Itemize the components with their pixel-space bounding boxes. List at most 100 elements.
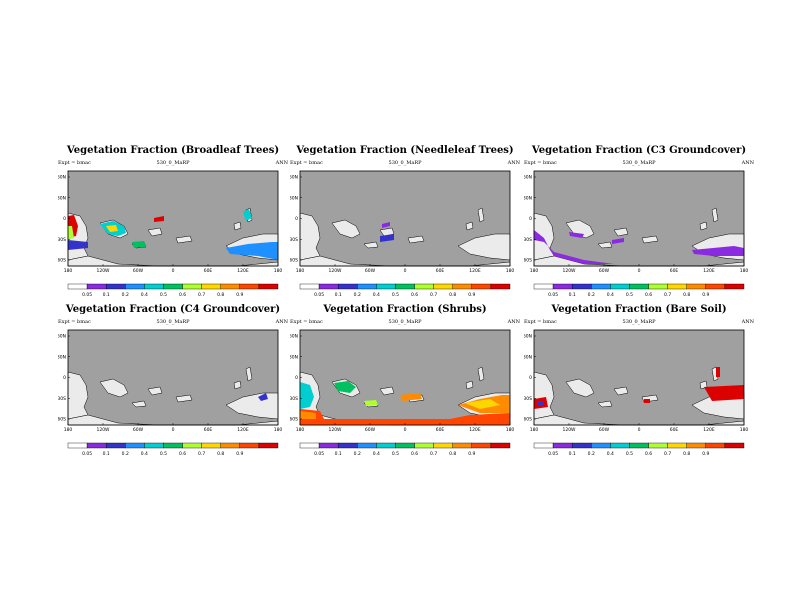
colorbar-tick-label: 0.6 (645, 451, 652, 457)
lat-tick-label: 60S (290, 417, 298, 423)
lon-tick-label: 120E (237, 427, 249, 432)
colorbar-swatch (591, 283, 611, 290)
colorbar-tick-label: 0.5 (160, 292, 167, 298)
colorbar-swatch (705, 283, 726, 290)
case-label: 530_0_MaRP (622, 319, 656, 325)
vegetation-fraction-region (106, 225, 118, 232)
land-region (711, 207, 719, 223)
colorbar-tick-label: 0.4 (141, 292, 148, 298)
lon-tick-label: 0 (404, 427, 407, 432)
vegetation-fraction-region (258, 393, 268, 401)
case-label: 530_0_MaRP (156, 319, 190, 325)
lon-tick-label: 0 (172, 427, 175, 432)
colorbar-tick-label: 0.6 (411, 292, 418, 298)
vegetation-fraction-region (364, 400, 378, 406)
colorbar: 0.05 0.1 0.2 0.4 0.5 0.6 0.7 0.8 0.9 (299, 283, 511, 298)
map-panel-shrubs: Vegetation Fraction (Shrubs) Expt = bmac 5… (290, 304, 520, 464)
colorbar-tick-label: 0.8 (449, 451, 456, 457)
colorbar-tick-label: 0.7 (430, 292, 437, 298)
lat-tick-label: 0 (63, 375, 66, 381)
colorbar-tick-label: 0.6 (179, 292, 186, 298)
colorbar-swatch (163, 283, 183, 290)
colorbar-tick-label: 0.8 (217, 451, 224, 457)
colorbar: 0.05 0.1 0.2 0.4 0.5 0.6 0.7 0.8 0.9 (533, 442, 745, 457)
colorbar-swatch (337, 442, 358, 449)
colorbar-tick-label: 0.8 (217, 292, 224, 298)
colorbar-tick-label: 0.7 (664, 451, 671, 457)
lon-tick-label: 180 (530, 268, 539, 273)
lat-tick-label: 30N (524, 195, 532, 201)
lat-tick-label: 60N (524, 175, 532, 181)
vegetation-fraction-region (132, 241, 146, 248)
lat-tick-label: 0 (529, 375, 532, 381)
colorbar-tick-label: 0.05 (314, 451, 324, 457)
colorbar-tick-label: 0.6 (411, 451, 418, 457)
colorbar-swatch (667, 442, 687, 449)
vegetation-fraction-region (320, 413, 510, 419)
lon-tick-label: 0 (172, 268, 175, 273)
vegetation-fraction-region (534, 230, 614, 264)
colorbar-tick-label: 0.2 (354, 292, 361, 298)
lon-tick-label: 60E (670, 268, 679, 273)
colorbar-tick-label: 0.4 (141, 451, 148, 457)
colorbar-swatch (667, 283, 687, 290)
lon-tick-label: 120W (328, 268, 342, 273)
lon-tick-label: 0 (638, 427, 641, 432)
season-label: ANN (507, 319, 520, 325)
map-panel-c3: Vegetation Fraction (C3 Groundcover) Expt… (524, 145, 754, 305)
colorbar-swatch (414, 283, 434, 290)
lon-tick-label: 180 (530, 427, 539, 432)
colorbar: 0.05 0.1 0.2 0.4 0.5 0.6 0.7 0.8 0.9 (67, 283, 279, 298)
colorbar-swatch (490, 283, 511, 290)
land-region (175, 235, 193, 244)
lon-tick-label: 0 (638, 268, 641, 273)
colorbar-swatch (125, 283, 145, 290)
lat-tick-label: 60S (290, 258, 298, 264)
colorbar-swatch (357, 442, 377, 449)
colorbar-tick-label: 0.2 (588, 292, 595, 298)
map-panel-c4: Vegetation Fraction (C4 Groundcover) Expt… (58, 304, 288, 464)
land-region (597, 400, 613, 408)
map-plot: 60N 30N 0 30S 60S 180 120W 60W 0 60E 120E 180 (290, 329, 514, 432)
colorbar-swatch (686, 283, 707, 290)
colorbar-swatch (357, 283, 377, 290)
colorbar-swatch (67, 283, 88, 290)
colorbar-tick-label: 0.4 (373, 292, 380, 298)
season-label: ANN (741, 160, 754, 166)
colorbar-tick-label: 0.4 (607, 451, 614, 457)
map-plot: 60N 30N 0 30S 60S 180 120W 60W 0 60E 120E 180 (524, 329, 748, 432)
colorbar-swatch (299, 442, 320, 449)
lon-tick-label: 60W (599, 268, 610, 273)
experiment-label: Expt = bmac (524, 160, 557, 166)
lon-tick-label: 60E (204, 268, 213, 273)
colorbar-swatch (201, 283, 221, 290)
vegetation-fraction-region (68, 240, 88, 250)
lon-tick-label: 0 (404, 268, 407, 273)
colorbar-swatch (337, 283, 358, 290)
colorbar: 0.05 0.1 0.2 0.4 0.5 0.6 0.7 0.8 0.9 (533, 283, 745, 298)
colorbar-tick-label: 0.1 (569, 451, 576, 457)
land-region (379, 386, 395, 396)
lon-tick-label: 180 (64, 268, 73, 273)
colorbar-tick-label: 0.05 (314, 292, 324, 298)
colorbar-tick-label: 0.8 (449, 292, 456, 298)
lat-tick-label: 30S (290, 396, 298, 402)
colorbar-swatch (395, 283, 415, 290)
case-label: 530_0_MaRP (388, 319, 422, 325)
colorbar-swatch (182, 442, 202, 449)
colorbar-tick-label: 0.7 (430, 451, 437, 457)
colorbar-tick-label: 0.1 (103, 292, 110, 298)
colorbar-tick-label: 0.5 (392, 292, 399, 298)
experiment-label: Expt = bmac (290, 160, 323, 166)
colorbar-swatch (452, 442, 473, 449)
colorbar-swatch (533, 442, 554, 449)
lon-tick-label: 120E (237, 268, 249, 273)
land-region (407, 235, 425, 244)
colorbar-swatch (201, 442, 221, 449)
colorbar-tick-label: 0.4 (607, 292, 614, 298)
land-region (175, 394, 193, 403)
colorbar-swatch (376, 283, 396, 290)
experiment-label: Expt = bmac (290, 319, 323, 325)
vegetation-fraction-region (243, 209, 252, 221)
colorbar-tick-label: 0.1 (569, 292, 576, 298)
